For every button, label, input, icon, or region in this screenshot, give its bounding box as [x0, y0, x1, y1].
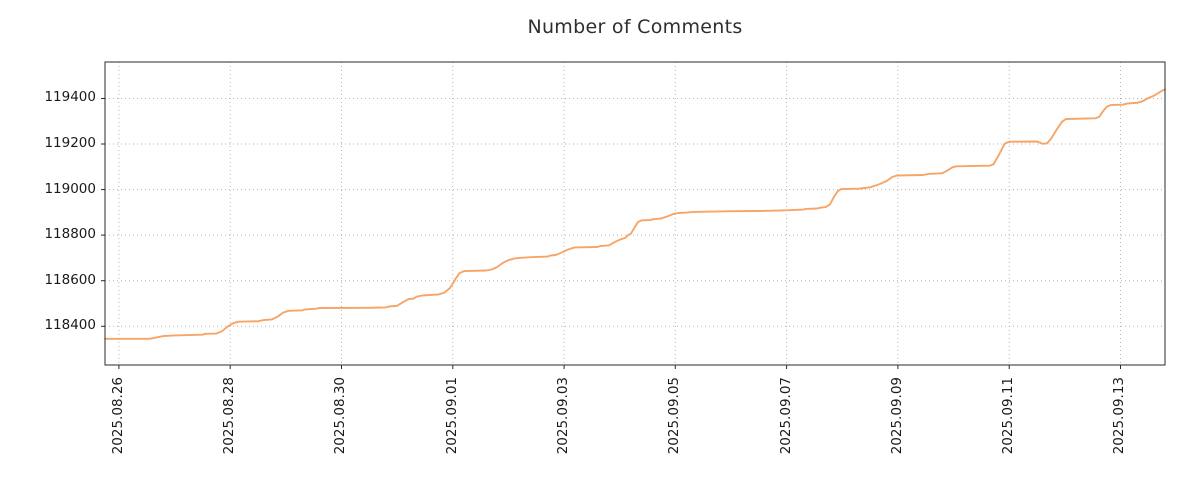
x-tick-label: 2025.09.05 [666, 377, 683, 455]
x-tick-label: 2025.09.07 [777, 377, 794, 455]
y-tick-label: 119000 [44, 180, 96, 197]
x-tick-label: 2025.08.30 [332, 377, 349, 455]
comments-series-line [104, 88, 1166, 340]
y-tick-label: 119200 [44, 135, 96, 151]
x-tick-label: 2025.08.26 [109, 377, 126, 455]
y-tick-label: 119400 [44, 89, 96, 106]
x-tick-label: 2025.09.11 [1000, 377, 1017, 455]
chart-title: Number of Comments [527, 16, 743, 38]
x-tick-label: 2025.09.01 [443, 377, 460, 455]
x-tick-label: 2025.09.03 [555, 377, 572, 455]
x-tick-label: 2025.09.13 [1111, 377, 1128, 455]
y-tick-label: 118600 [44, 271, 96, 288]
axes-border [104, 61, 1166, 366]
x-tick-label: 2025.09.09 [888, 377, 905, 455]
y-tick-label: 118400 [44, 317, 96, 334]
x-tick-label: 2025.08.28 [221, 377, 238, 455]
y-tick-label: 118800 [44, 226, 96, 243]
